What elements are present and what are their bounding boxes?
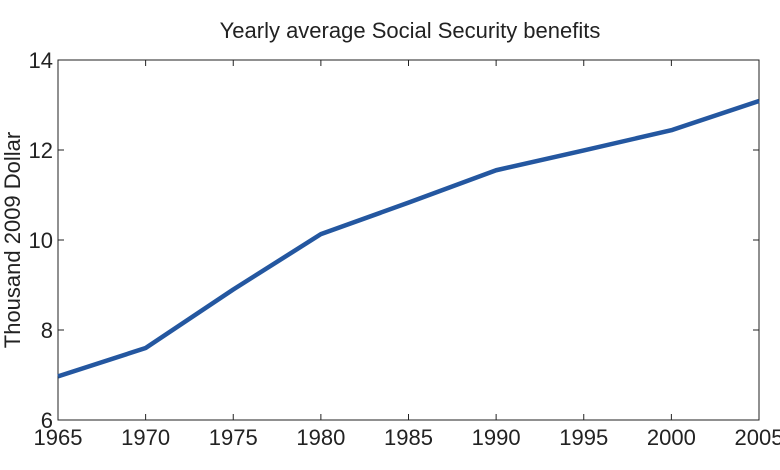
- y-tick-label: 14: [29, 48, 53, 73]
- plot-frame: [57, 59, 760, 421]
- x-tick-label: 2005: [735, 425, 780, 450]
- x-axis-ticks: 1965 1970 1975 1980 1985 1990 1995 2000 2005: [34, 60, 780, 450]
- x-tick-label: 2000: [647, 425, 696, 450]
- x-tick-label: 1985: [384, 425, 433, 450]
- series-layer: [57, 98, 760, 379]
- x-tick-label: 1965: [34, 425, 83, 450]
- y-tick-label: 6: [41, 408, 53, 433]
- x-tick-label: 1970: [121, 425, 170, 450]
- x-tick-label: 1995: [559, 425, 608, 450]
- y-axis-label: Thousand 2009 Dollar: [0, 132, 25, 348]
- x-tick-label: 1980: [296, 425, 345, 450]
- axes: [57, 59, 760, 421]
- series-line: [57, 98, 760, 379]
- y-tick-label: 8: [41, 318, 53, 343]
- y-axis-ticks: 6 8 10 12 14: [29, 48, 759, 433]
- y-tick-label: 12: [29, 138, 53, 163]
- x-tick-label: 1990: [472, 425, 521, 450]
- y-tick-label: 10: [29, 228, 53, 253]
- chart-title: Yearly average Social Security benefits: [219, 18, 601, 43]
- x-tick-label: 1975: [209, 425, 258, 450]
